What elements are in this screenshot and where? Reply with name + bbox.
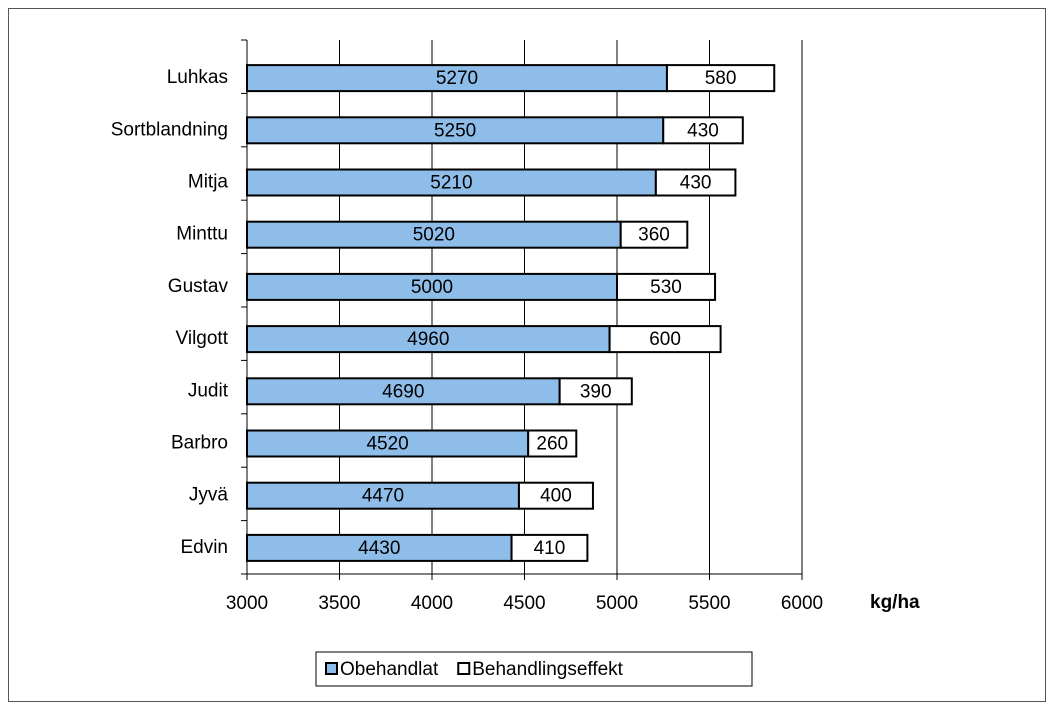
- legend-box: [315, 651, 753, 687]
- y-tick-label: Barbro: [171, 433, 228, 454]
- legend-label: Obehandlat: [340, 659, 439, 680]
- bar-segment: [662, 116, 744, 145]
- bar-segment: [246, 272, 618, 301]
- x-tick-label: 4500: [503, 593, 545, 614]
- data-label: 4430: [358, 538, 400, 559]
- bar-segment: [608, 325, 722, 354]
- data-label: 360: [638, 225, 670, 246]
- data-label: 600: [649, 329, 681, 350]
- data-label: 5270: [436, 68, 478, 89]
- data-label: 530: [650, 277, 682, 298]
- x-tick-label: 5500: [688, 593, 730, 614]
- x-axis-label: kg/ha: [870, 592, 920, 613]
- bar-segment: [616, 272, 717, 301]
- bar-segment: [527, 429, 578, 458]
- y-tick-label: Edvin: [180, 537, 228, 558]
- bar-segment: [665, 64, 776, 93]
- bar-segment: [619, 220, 689, 249]
- bar-segment: [558, 377, 633, 406]
- data-label: 4470: [362, 486, 404, 507]
- data-label: 4520: [366, 434, 408, 455]
- y-tick-label: Judit: [188, 380, 229, 401]
- data-label: 390: [580, 381, 612, 402]
- bar-segment: [510, 533, 589, 562]
- bar-segment: [246, 481, 520, 510]
- data-label: 5210: [430, 173, 472, 194]
- y-tick-label: Minttu: [176, 224, 228, 245]
- data-label: 430: [680, 173, 712, 194]
- legend-label: Behandlingseffekt: [472, 659, 623, 680]
- x-tick-label: 5000: [596, 593, 638, 614]
- x-tick-label: 6000: [781, 593, 823, 614]
- y-tick-label: Luhkas: [167, 67, 228, 88]
- data-label: 4960: [407, 329, 449, 350]
- bar-segment: [246, 377, 561, 406]
- bar-segment: [246, 429, 530, 458]
- bar-segment: [246, 325, 611, 354]
- data-label: 5000: [411, 277, 453, 298]
- bar-segment: [246, 533, 513, 562]
- legend-swatch: [325, 662, 338, 675]
- bar-segment: [246, 64, 668, 93]
- y-tick-label: Jyvä: [189, 485, 229, 506]
- y-tick-label: Mitja: [188, 172, 229, 193]
- data-label: 5020: [413, 225, 455, 246]
- bar-segment: [246, 168, 657, 197]
- y-tick-label: Sortblandning: [111, 119, 228, 140]
- data-label: 5250: [434, 120, 476, 141]
- legend-swatch: [457, 662, 471, 675]
- x-tick-label: 3500: [318, 593, 360, 614]
- data-label: 4690: [382, 381, 424, 402]
- data-label: 400: [540, 486, 572, 507]
- x-tick-label: 3000: [226, 593, 268, 614]
- data-label: 580: [705, 68, 737, 89]
- data-label: 430: [687, 120, 719, 141]
- bar-segment: [654, 168, 737, 197]
- y-tick-label: Vilgott: [176, 328, 229, 349]
- x-tick-label: 4000: [411, 593, 453, 614]
- y-tick-label: Gustav: [168, 276, 229, 297]
- data-label: 260: [536, 434, 568, 455]
- data-label: 410: [534, 538, 566, 559]
- bar-segment: [517, 481, 594, 510]
